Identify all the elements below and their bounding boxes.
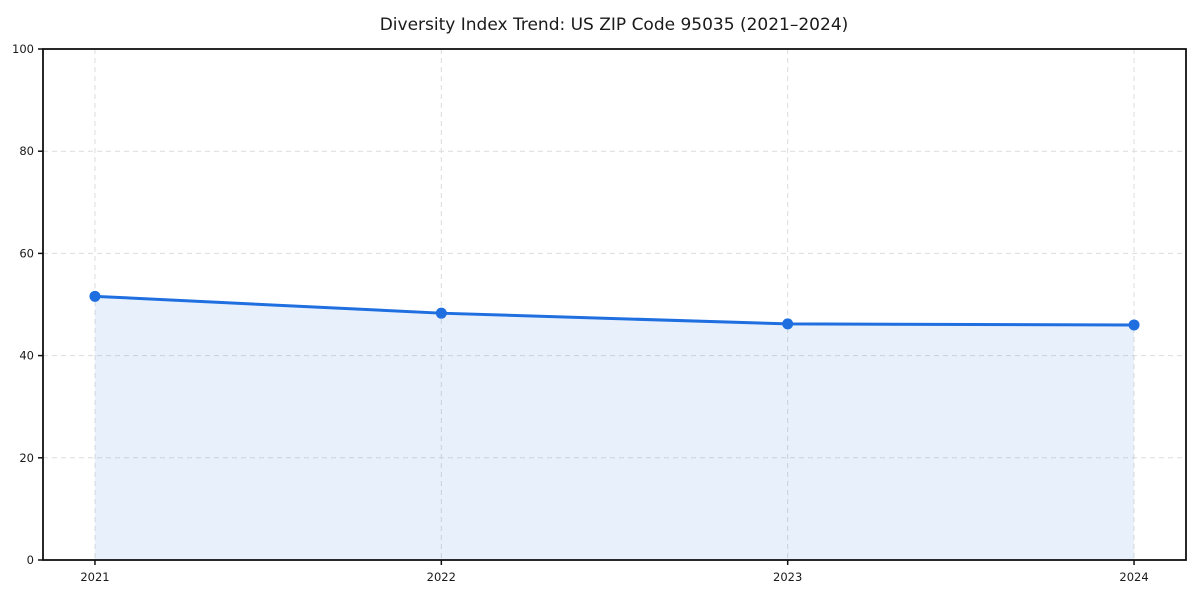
- y-tick-label: 100: [12, 42, 34, 56]
- x-tick-label: 2023: [773, 570, 802, 584]
- y-tick-label: 0: [27, 553, 34, 567]
- x-tick-label: 2022: [427, 570, 456, 584]
- plot-border: [42, 48, 1187, 561]
- y-tick-label: 60: [19, 246, 34, 260]
- area-under-line: [94, 296, 1135, 560]
- data-points: [89, 290, 1140, 331]
- y-tick-label: 20: [19, 451, 34, 465]
- y-tick-label: 40: [19, 349, 34, 363]
- data-point: [435, 307, 447, 319]
- x-axis-ticks: 2021 2022 2023 2024: [80, 560, 1149, 584]
- y-axis-ticks: 0 20 40 60 80 100: [12, 42, 43, 567]
- x-tick-label: 2021: [80, 570, 109, 584]
- x-tick-label: 2024: [1119, 570, 1148, 584]
- chart-title: Diversity Index Trend: US ZIP Code 95035…: [380, 15, 849, 35]
- trend-polyline: [93, 294, 1136, 327]
- area-fill: [94, 296, 1135, 560]
- data-point: [89, 290, 101, 302]
- data-point: [1128, 319, 1140, 331]
- y-tick-label: 80: [19, 144, 34, 158]
- trend-line: [93, 294, 1136, 327]
- data-point: [782, 318, 794, 330]
